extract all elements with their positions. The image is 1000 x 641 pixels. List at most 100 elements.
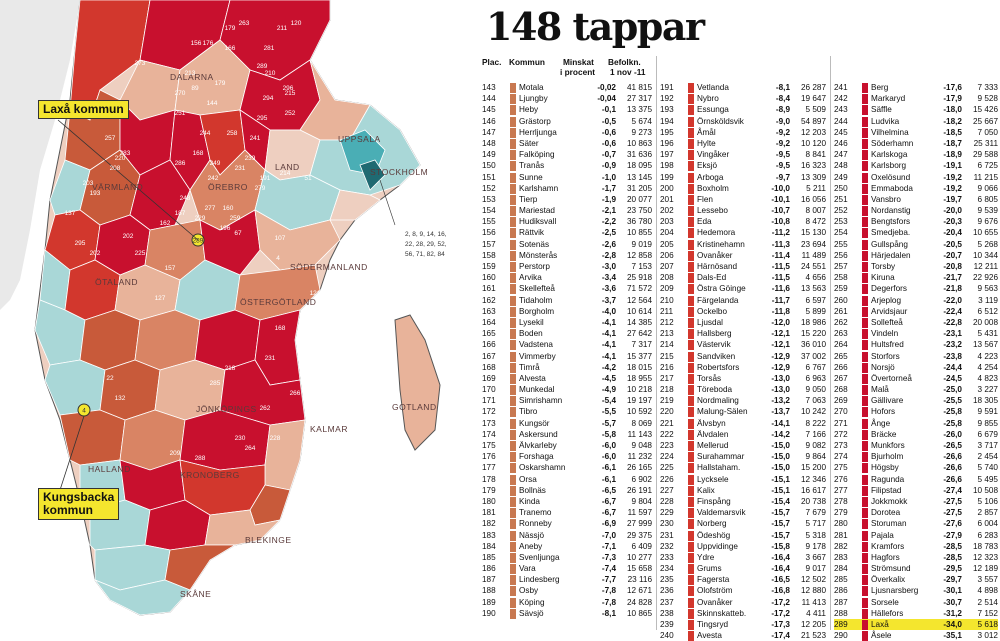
row-municipality: Töreboda bbox=[697, 385, 733, 395]
row-population: 7 153 bbox=[631, 262, 653, 271]
row-placement: 151 bbox=[482, 172, 496, 182]
row-population: 12 323 bbox=[972, 552, 998, 562]
table-row: 156 Rättvik -2,5 10 855 bbox=[482, 227, 652, 239]
row-municipality: Vindeln bbox=[871, 329, 899, 339]
row-color-bar bbox=[862, 161, 868, 172]
row-decrease-percent: -2,2 bbox=[601, 217, 616, 227]
row-decrease-percent: -25,0 bbox=[943, 385, 962, 395]
municipality-number: 258 bbox=[227, 130, 238, 137]
table-row: 175 Älvkarleby -6,0 9 048 bbox=[482, 440, 652, 451]
row-municipality: Arvika bbox=[519, 273, 542, 283]
row-municipality: Åsele bbox=[871, 631, 892, 641]
row-population: 9 019 bbox=[631, 239, 653, 249]
table-row: 220 Malung-Sälen -13,7 10 242 bbox=[660, 406, 826, 418]
row-population: 14 385 bbox=[626, 317, 652, 327]
row-decrease-percent: -34,0 bbox=[943, 620, 962, 629]
row-color-bar bbox=[688, 407, 694, 418]
table-row: 165 Boden -4,1 27 642 bbox=[482, 328, 652, 340]
row-color-bar bbox=[688, 429, 694, 440]
row-municipality: Vadstena bbox=[519, 340, 553, 350]
row-decrease-percent: -31,2 bbox=[943, 608, 962, 618]
row-population: 4 898 bbox=[977, 586, 999, 596]
table-row: 259 Degerfors -21,8 9 563 bbox=[834, 283, 998, 295]
row-municipality: Hylte bbox=[697, 138, 716, 148]
row-color-bar bbox=[510, 564, 516, 575]
stockholm-list-1: 2, 8, 9, 14, 16, bbox=[405, 231, 447, 238]
table-row: 279 Dorotea -27,5 2 857 bbox=[834, 507, 998, 519]
row-municipality: Hallsberg bbox=[697, 329, 732, 339]
row-color-bar bbox=[688, 150, 694, 161]
table-row: 253 Bengtsfors -20,3 9 676 bbox=[834, 216, 998, 228]
row-color-bar bbox=[510, 575, 516, 586]
row-placement: 276 bbox=[834, 474, 848, 484]
row-color-bar bbox=[862, 228, 868, 239]
region-dalarna: DALARNA bbox=[170, 72, 214, 82]
row-municipality: Emmaboda bbox=[871, 183, 913, 193]
table-row: 284 Strömsund -29,5 12 189 bbox=[834, 563, 998, 575]
row-placement: 254 bbox=[834, 228, 848, 238]
row-placement: 161 bbox=[482, 284, 496, 294]
row-placement: 235 bbox=[660, 575, 674, 585]
municipalities bbox=[34, 0, 441, 616]
table-row: 151 Sunne -1,0 13 145 bbox=[482, 172, 652, 183]
row-color-bar bbox=[862, 441, 868, 451]
row-population: 8 841 bbox=[805, 150, 827, 160]
row-placement: 269 bbox=[834, 396, 848, 406]
region-kronoberg: KRONOBERG bbox=[180, 470, 240, 480]
row-population: 13 567 bbox=[972, 340, 998, 350]
row-color-bar bbox=[510, 452, 516, 463]
municipality-number: 264 bbox=[245, 445, 256, 452]
region-halland: HALLAND bbox=[88, 464, 131, 474]
table-row: 240 Avesta -17,4 21 523 bbox=[660, 630, 826, 641]
row-placement: 179 bbox=[482, 485, 496, 495]
row-decrease-percent: -15,1 bbox=[771, 474, 790, 484]
row-placement: 193 bbox=[660, 105, 674, 115]
row-municipality: Gällivare bbox=[871, 396, 904, 406]
row-decrease-percent: -22,0 bbox=[943, 295, 962, 305]
row-decrease-percent: -4,0 bbox=[601, 306, 616, 316]
municipality-number: 289 bbox=[257, 63, 268, 70]
row-decrease-percent: -17,6 bbox=[943, 83, 962, 92]
row-decrease-percent: -11,4 bbox=[771, 250, 790, 260]
row-placement: 152 bbox=[482, 183, 496, 193]
row-color-bar bbox=[862, 373, 868, 384]
row-placement: 183 bbox=[482, 530, 496, 540]
row-placement: 211 bbox=[660, 306, 674, 316]
table-row: 163 Borgholm -4,0 10 614 bbox=[482, 306, 652, 317]
row-color-bar bbox=[510, 295, 516, 306]
row-placement: 222 bbox=[660, 429, 674, 439]
row-population: 2 454 bbox=[977, 452, 999, 462]
row-color-bar bbox=[510, 306, 516, 317]
row-municipality: Nordanstig bbox=[871, 206, 911, 216]
row-color-bar bbox=[862, 329, 868, 340]
row-color-bar bbox=[688, 362, 694, 373]
row-color-bar bbox=[510, 396, 516, 407]
row-decrease-percent: -1,0 bbox=[601, 172, 616, 182]
row-municipality: Fagersta bbox=[697, 575, 730, 585]
municipality-number: 231 bbox=[235, 165, 246, 172]
row-placement: 162 bbox=[482, 295, 496, 305]
table-row: 270 Hofors -25,8 9 591 bbox=[834, 406, 998, 418]
row-decrease-percent: -24,5 bbox=[943, 373, 962, 383]
row-decrease-percent: -4,5 bbox=[601, 373, 616, 383]
row-municipality: Hudiksvall bbox=[519, 217, 557, 227]
table-row: 217 Torsås -13,0 6 963 bbox=[660, 373, 826, 384]
row-placement: 261 bbox=[834, 306, 848, 316]
row-municipality: Ovanåker bbox=[697, 597, 733, 607]
row-population: 15 426 bbox=[972, 105, 998, 115]
row-municipality: Söderhamn bbox=[871, 138, 914, 148]
row-population: 4 411 bbox=[806, 608, 826, 618]
table-row: 203 Eda -10,8 8 472 bbox=[660, 216, 826, 228]
row-decrease-percent: -29,7 bbox=[943, 575, 962, 585]
table-row: 250 Emmaboda -19,2 9 066 bbox=[834, 183, 998, 194]
table-row: 262 Sollefteå -22,8 20 008 bbox=[834, 317, 998, 328]
row-color-bar bbox=[510, 508, 516, 519]
row-decrease-percent: -26,6 bbox=[943, 474, 962, 484]
table-row: 272 Bräcke -26,0 6 679 bbox=[834, 429, 998, 440]
row-placement: 172 bbox=[482, 407, 496, 417]
municipality-number: 295 bbox=[75, 240, 86, 247]
row-municipality: Storfors bbox=[871, 351, 900, 361]
row-placement: 169 bbox=[482, 373, 496, 383]
table-row: 188 Osby -7,8 12 671 bbox=[482, 585, 652, 597]
row-color-bar bbox=[510, 127, 516, 138]
